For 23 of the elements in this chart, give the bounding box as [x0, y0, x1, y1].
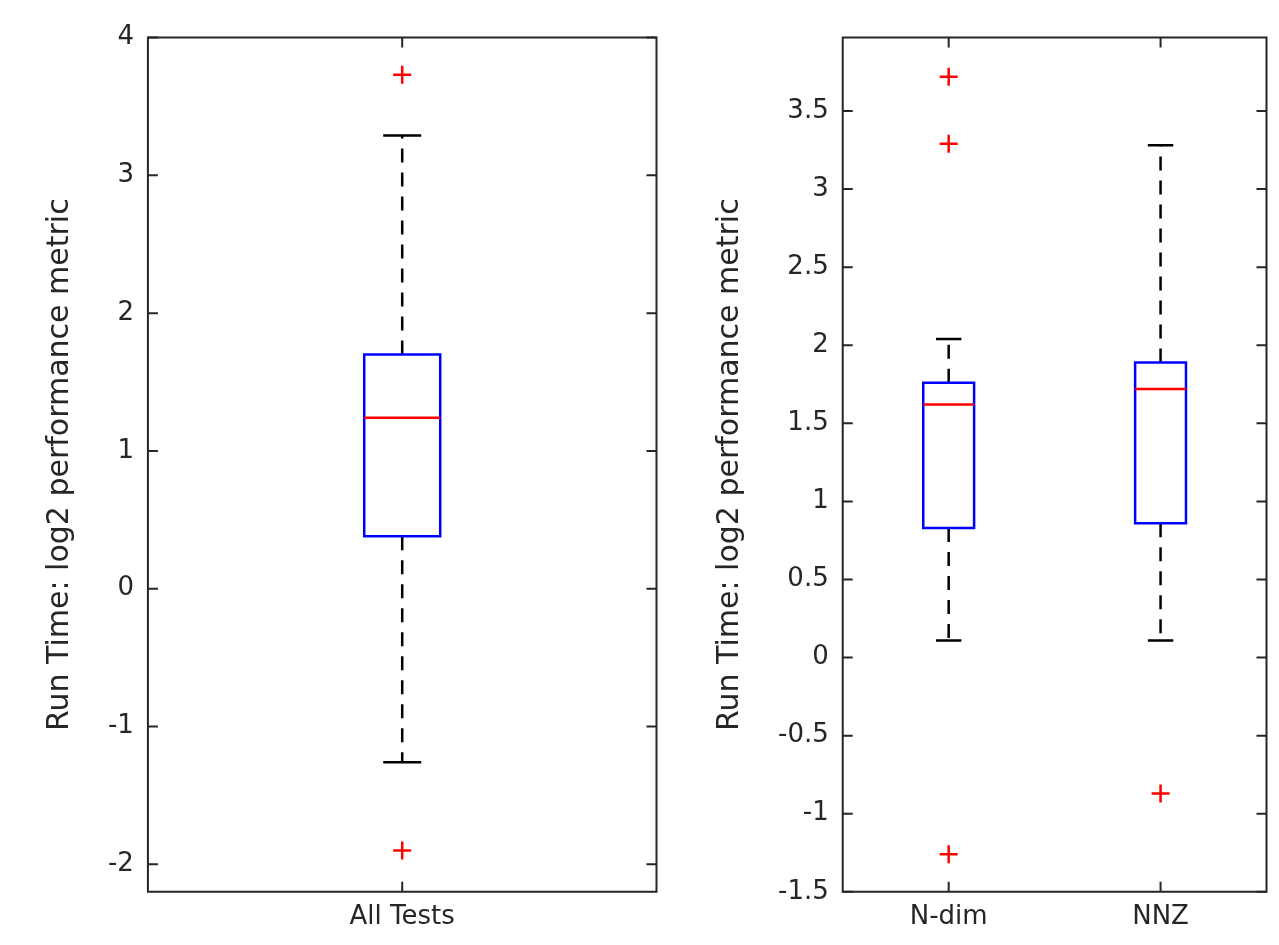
y-tick-label: 1: [117, 433, 134, 464]
x-tick-label: NNZ: [1132, 900, 1189, 931]
y-tick-label: 3.5: [787, 93, 829, 124]
y-tick-label: -0.5: [778, 718, 829, 749]
y-tick-label: 2.5: [787, 249, 829, 280]
x-tick-label: N-dim: [909, 900, 988, 931]
y-tick-label: 1: [812, 484, 829, 515]
y-tick-label: 3: [812, 171, 829, 202]
y-tick-label: -2: [107, 847, 134, 877]
y-tick-label: 0.5: [787, 562, 829, 593]
y-tick-label: 0: [117, 571, 134, 602]
y-tick-label: 2: [812, 327, 829, 358]
y-tick-label: 0: [812, 640, 829, 671]
y-tick-label: 3: [117, 158, 134, 189]
y-axis-title: Run Time: log2 performance metric: [39, 198, 75, 732]
y-tick-label: -1: [107, 709, 134, 740]
y-tick-label: 1.5: [787, 406, 829, 437]
y-tick-label: -1.5: [778, 874, 829, 905]
x-tick-label: All Tests: [349, 900, 455, 931]
y-axis-title: Run Time: log2 performance metric: [709, 198, 745, 732]
y-tick-label: 2: [117, 295, 134, 326]
y-tick-label: -1: [802, 796, 829, 827]
y-tick-label: 4: [117, 20, 134, 51]
